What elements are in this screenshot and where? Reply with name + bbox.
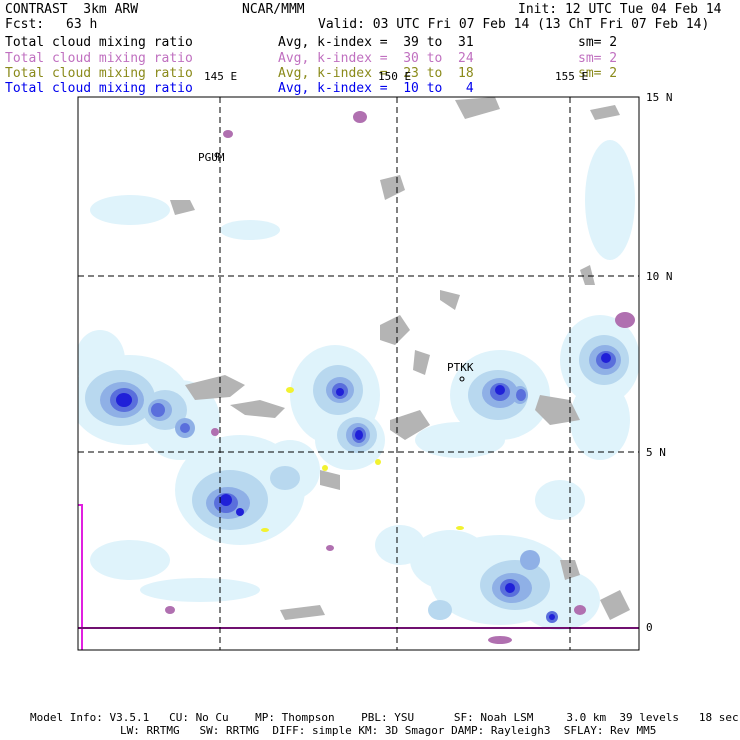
map-frame (77, 96, 640, 651)
legend-range-4: Avg, k-index = 10 to 4 (278, 81, 474, 96)
purple-layer (165, 111, 635, 644)
fcst-label: Fcst: (5, 17, 45, 32)
lon-label-155: 155 E (555, 70, 589, 83)
dark-blue-layer (116, 353, 611, 620)
legend-range-3: Avg, k-index = 23 to 18 (278, 66, 474, 81)
legend-field-4: Total cloud mixing ratio (5, 81, 193, 96)
legend-sm-3: sm= 2 (578, 66, 618, 81)
init-time: Init: 12 UTC Tue 04 Feb 14 (518, 2, 722, 17)
valid-time: Valid: 03 UTC Fri 07 Feb 14 (13 ChT Fri … (318, 17, 710, 32)
station-pgum: PGUM (198, 151, 225, 164)
ptkk-marker (459, 376, 465, 382)
legend-range-2: Avg, k-index = 30 to 24 (278, 51, 474, 66)
lon-label-145: 145 E (204, 70, 238, 83)
fcst-value: 63 h (66, 17, 98, 32)
pgum-marker (214, 152, 220, 158)
lat-label-15: 15 N (646, 91, 673, 104)
model-title: CONTRAST 3km ARW (5, 2, 139, 17)
yellow-layer (261, 387, 464, 532)
lat-label-0: 0 (646, 621, 653, 634)
legend-range-1: Avg, k-index = 39 to 31 (278, 35, 474, 50)
org-label: NCAR/MMM (242, 2, 305, 17)
footer-model-info: Model Info: V3.5.1 CU: No Cu MP: Thompso… (30, 711, 739, 724)
legend-sm-1: sm= 2 (578, 35, 618, 50)
legend-field-3: Total cloud mixing ratio (5, 66, 193, 81)
lon-label-150: 150 E (378, 70, 412, 83)
legend-field-1: Total cloud mixing ratio (5, 35, 193, 50)
station-ptkk: PTKK (447, 361, 474, 374)
lat-label-10: 10 N (646, 270, 673, 283)
footer-physics: LW: RRTMG SW: RRTMG DIFF: simple KM: 3D … (120, 724, 657, 737)
grey-layer (170, 97, 630, 620)
legend-sm-2: sm= 2 (578, 51, 618, 66)
lat-label-5: 5 N (646, 446, 666, 459)
legend-field-2: Total cloud mixing ratio (5, 51, 193, 66)
grid (78, 97, 639, 650)
